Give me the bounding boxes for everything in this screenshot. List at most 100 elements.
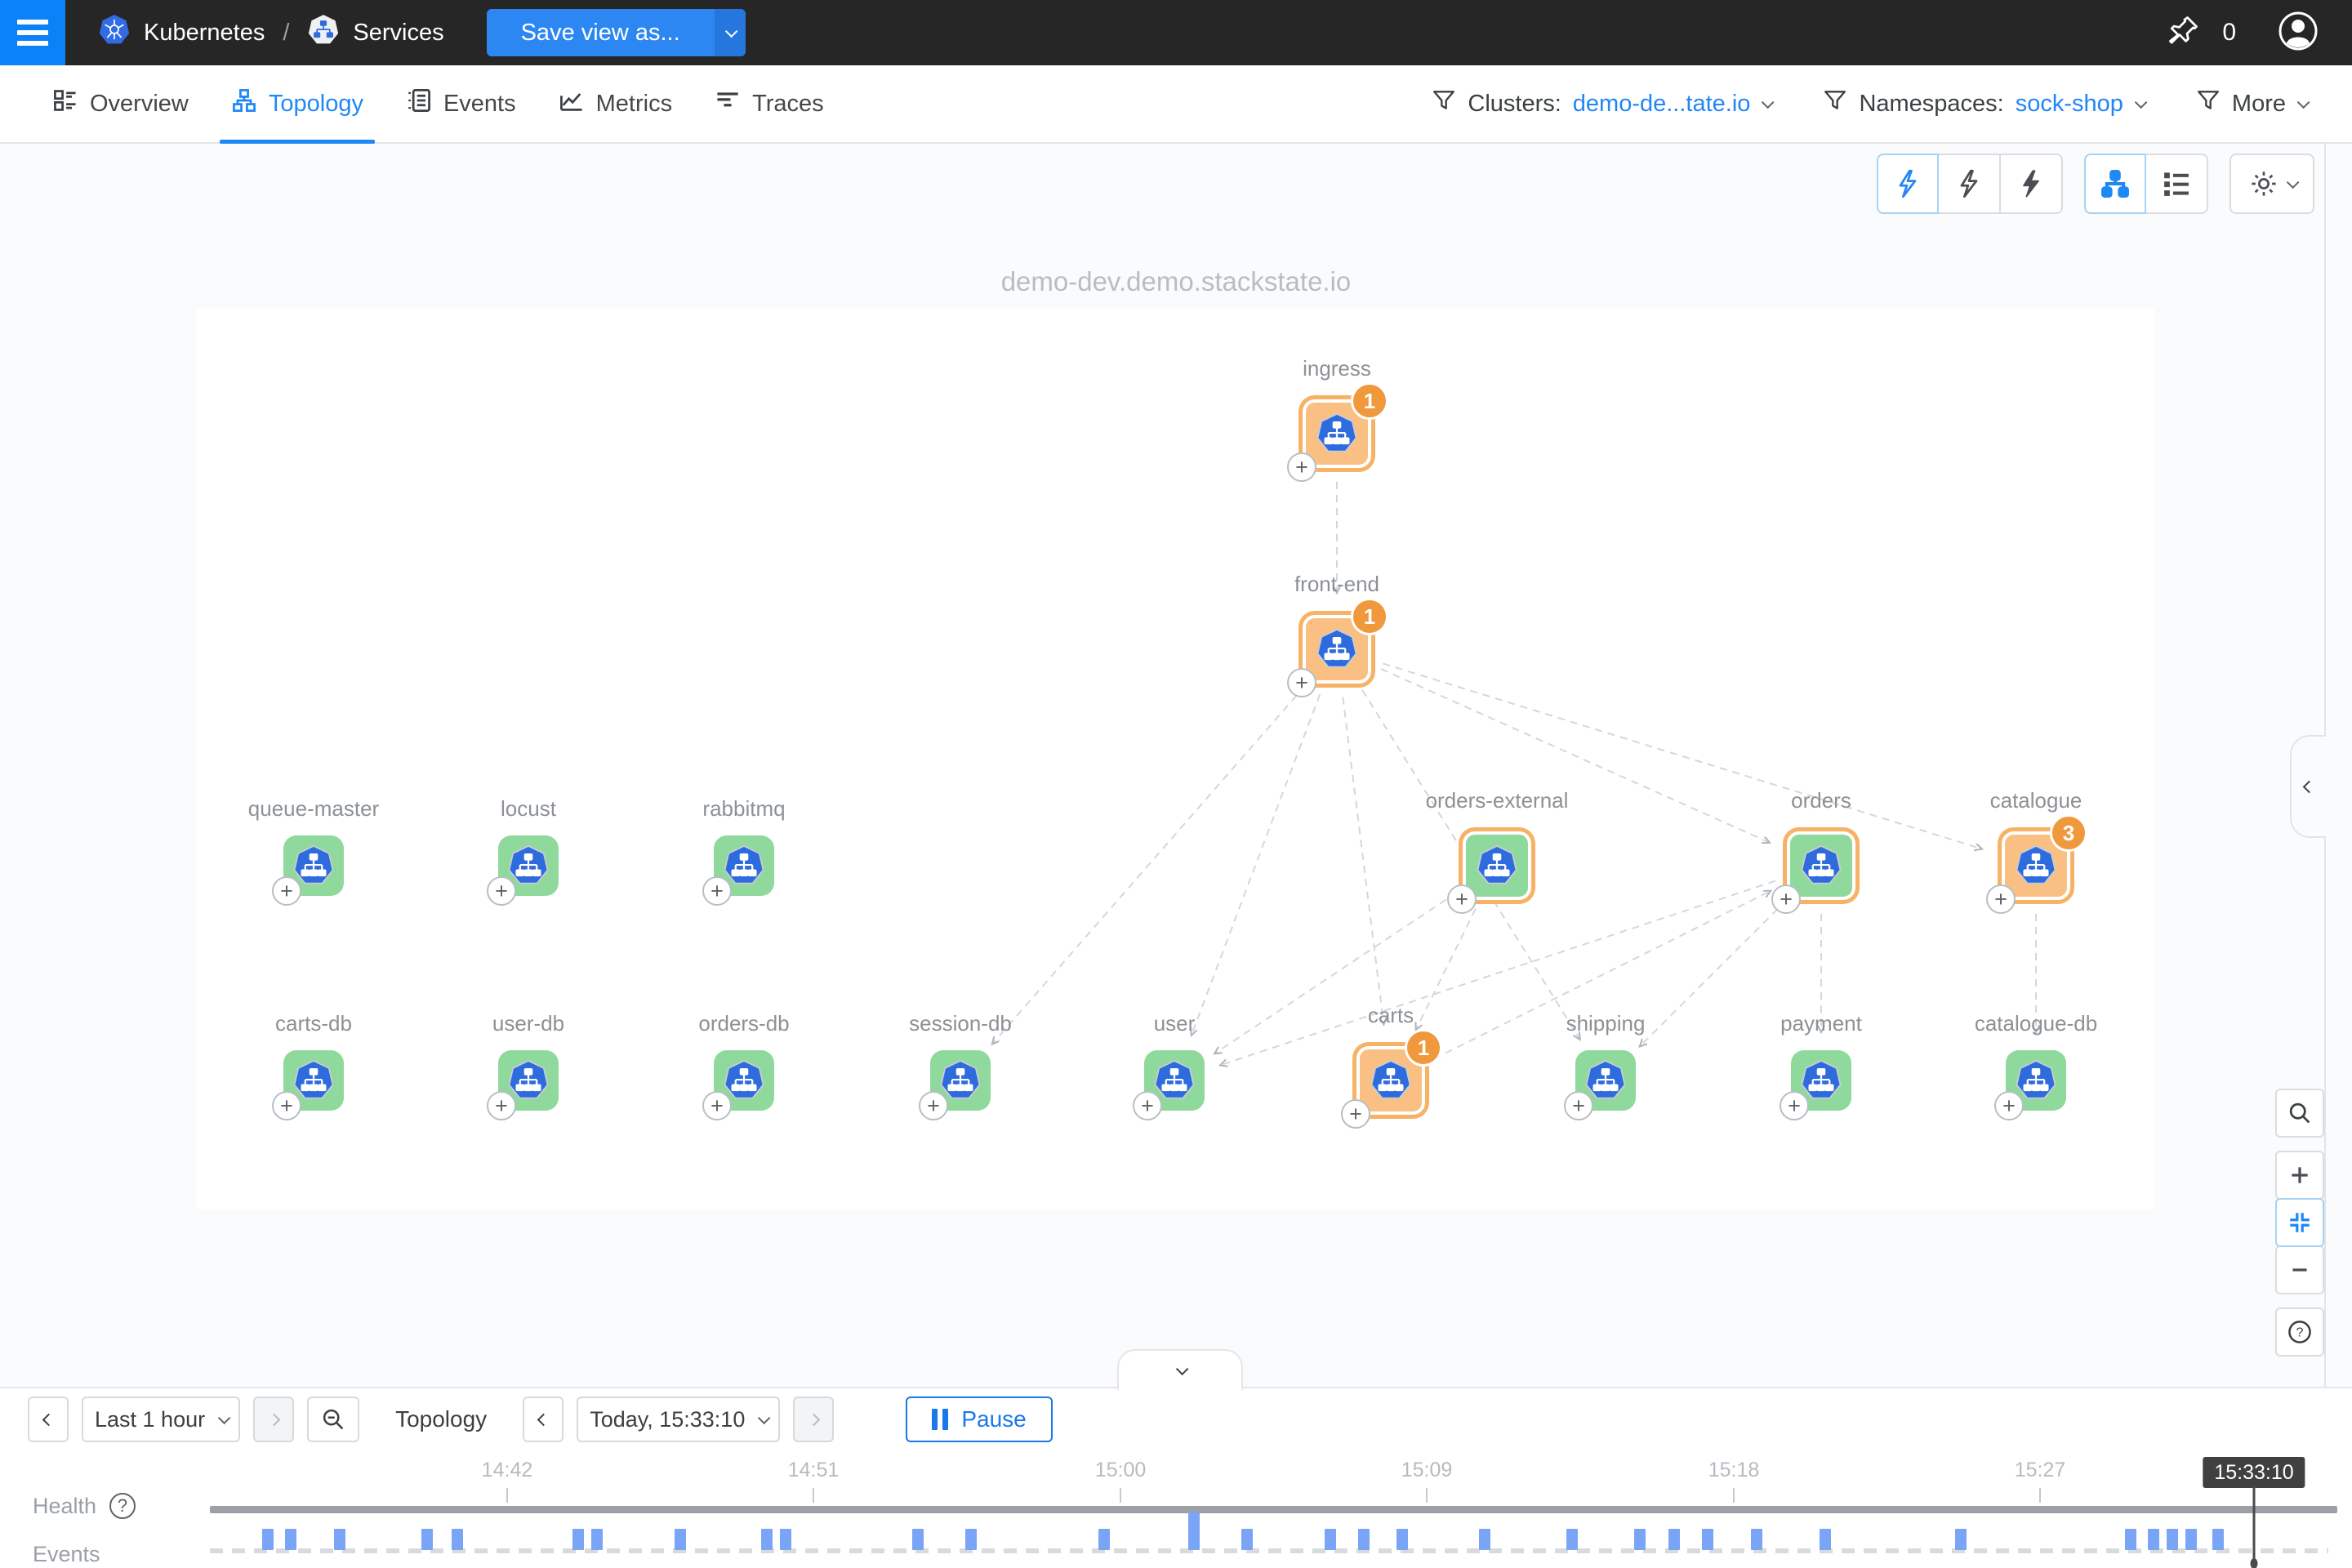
namespaces-filter[interactable]: Namespaces: sock-shop	[1823, 88, 2148, 119]
event-bar[interactable]	[1668, 1529, 1680, 1550]
topology-node-locust[interactable]: +	[487, 835, 559, 906]
alert-badge[interactable]: 1	[1405, 1029, 1442, 1067]
current-time-dropdown[interactable]: Today, 15:33:10	[577, 1396, 781, 1442]
expand-node-button[interactable]: +	[919, 1091, 948, 1120]
topology-node-shipping[interactable]: +	[1564, 1050, 1636, 1120]
event-bar[interactable]	[1955, 1529, 1967, 1550]
event-bar[interactable]	[1325, 1529, 1336, 1550]
more-filters[interactable]: More	[2196, 88, 2310, 119]
time-range-dropdown[interactable]: Last 1 hour	[82, 1396, 241, 1442]
expand-node-button[interactable]: +	[1287, 452, 1316, 482]
expand-node-button[interactable]: +	[1341, 1099, 1370, 1129]
topology-node-session-db[interactable]: +	[919, 1050, 991, 1120]
expand-node-button[interactable]: +	[487, 1091, 516, 1120]
event-bar[interactable]	[1566, 1529, 1578, 1550]
event-bar[interactable]	[421, 1529, 433, 1550]
playhead-dot[interactable]	[2250, 1558, 2258, 1568]
pause-button[interactable]: Pause	[906, 1396, 1053, 1442]
event-bar[interactable]	[2148, 1529, 2159, 1550]
event-bar[interactable]	[1751, 1529, 1762, 1550]
event-bar[interactable]	[2212, 1529, 2224, 1550]
expand-node-button[interactable]: +	[1447, 884, 1477, 914]
timeline-zoom-out-button[interactable]	[307, 1396, 360, 1442]
alert-badge[interactable]: 1	[1351, 382, 1388, 420]
event-bar[interactable]	[1479, 1529, 1490, 1550]
save-view-as-label[interactable]: Save view as...	[486, 9, 715, 56]
time-forward-button[interactable]	[793, 1396, 835, 1442]
event-bar[interactable]	[2185, 1529, 2197, 1550]
event-bar[interactable]	[2167, 1529, 2178, 1550]
fit-to-screen-button[interactable]	[2275, 1198, 2324, 1247]
settings-button[interactable]	[2230, 154, 2314, 214]
topology-node-catalogue[interactable]: 3 +	[1986, 814, 2087, 914]
topology-node-carts[interactable]: 1 +	[1341, 1029, 1442, 1129]
expand-node-button[interactable]: +	[1771, 884, 1801, 914]
avatar[interactable]	[2277, 10, 2319, 56]
expand-node-button[interactable]: +	[487, 876, 516, 906]
event-bar[interactable]	[1098, 1529, 1110, 1550]
topology-node-ingress[interactable]: 1 +	[1287, 382, 1388, 482]
event-bar[interactable]	[965, 1529, 977, 1550]
topology-node-rabbitmq[interactable]: +	[702, 835, 774, 906]
health-help-icon[interactable]: ?	[109, 1493, 136, 1519]
topology-node-queue-master[interactable]: +	[272, 835, 344, 906]
save-view-dropdown-icon[interactable]	[714, 9, 746, 56]
expand-node-button[interactable]: +	[1994, 1091, 2024, 1120]
event-bar[interactable]	[1396, 1529, 1408, 1550]
range-back-button[interactable]	[28, 1396, 69, 1442]
event-bar[interactable]	[1241, 1529, 1253, 1550]
expand-node-button[interactable]: +	[1986, 884, 2016, 914]
expand-node-button[interactable]: +	[1287, 668, 1316, 697]
expand-node-button[interactable]: +	[272, 876, 301, 906]
breadcrumb-app[interactable]: Kubernetes	[144, 19, 265, 46]
health-timeline-bar[interactable]	[210, 1506, 2337, 1513]
expand-node-button[interactable]: +	[272, 1091, 301, 1120]
event-bar[interactable]	[675, 1529, 686, 1550]
event-bar[interactable]	[1702, 1529, 1713, 1550]
topology-node-user-db[interactable]: +	[487, 1050, 559, 1120]
tab-metrics[interactable]: Metrics	[537, 65, 693, 142]
health-bolt-outline-button[interactable]	[1939, 154, 2001, 214]
expand-node-button[interactable]: +	[1780, 1091, 1809, 1120]
clusters-filter-value[interactable]: demo-de...tate.io	[1572, 90, 1751, 117]
canvas-search-button[interactable]	[2275, 1089, 2324, 1138]
event-bar[interactable]	[285, 1529, 296, 1550]
event-bar[interactable]	[572, 1529, 584, 1550]
playhead-line[interactable]	[2252, 1486, 2256, 1561]
tab-overview[interactable]: Overview	[31, 65, 210, 142]
tab-topology[interactable]: Topology	[210, 65, 385, 144]
help-button[interactable]: ?	[2275, 1307, 2324, 1356]
topology-node-carts-db[interactable]: +	[272, 1050, 344, 1120]
expand-node-button[interactable]: +	[1133, 1091, 1162, 1120]
timeline-collapse-tab[interactable]	[1117, 1349, 1243, 1390]
right-panel-expand-tab[interactable]	[2290, 735, 2326, 838]
topology-node-payment[interactable]: +	[1780, 1050, 1851, 1120]
alert-badge[interactable]: 3	[2050, 814, 2087, 852]
event-bar[interactable]	[761, 1529, 773, 1550]
event-bar[interactable]	[780, 1529, 791, 1550]
topology-node-user[interactable]: +	[1133, 1050, 1205, 1120]
event-bar[interactable]	[1820, 1529, 1831, 1550]
topology-node-catalogue-db[interactable]: +	[1994, 1050, 2066, 1120]
expand-node-button[interactable]: +	[1564, 1091, 1593, 1120]
event-bar[interactable]	[912, 1529, 924, 1550]
event-bar[interactable]	[262, 1529, 274, 1550]
health-bolt-outline-active-button[interactable]	[1877, 154, 1939, 214]
tab-events[interactable]: Events	[385, 65, 537, 142]
alert-badge[interactable]: 1	[1351, 598, 1388, 635]
hamburger-menu-icon[interactable]	[0, 0, 65, 65]
health-bolt-filled-button[interactable]	[2001, 154, 2063, 214]
zoom-out-button[interactable]	[2275, 1245, 2324, 1294]
expand-node-button[interactable]: +	[702, 876, 732, 906]
topology-node-orders-external[interactable]: +	[1447, 827, 1535, 914]
namespaces-filter-value[interactable]: sock-shop	[2015, 90, 2123, 117]
event-bar[interactable]	[1634, 1529, 1646, 1550]
event-bar[interactable]	[1358, 1529, 1370, 1550]
save-view-as-button[interactable]: Save view as...	[486, 9, 746, 56]
tab-traces[interactable]: Traces	[693, 65, 845, 142]
event-bar[interactable]	[1188, 1512, 1200, 1550]
range-forward-button[interactable]	[253, 1396, 295, 1442]
event-bar[interactable]	[2125, 1529, 2136, 1550]
graph-view-button[interactable]	[2084, 154, 2146, 214]
event-bar[interactable]	[591, 1529, 603, 1550]
